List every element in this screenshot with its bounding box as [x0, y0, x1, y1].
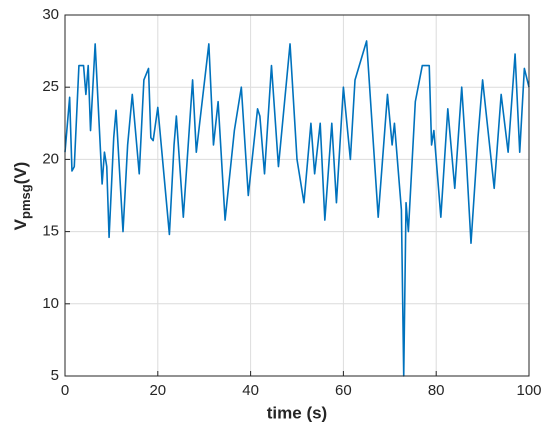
x-tick-label: 80 — [428, 382, 445, 399]
x-tick-label: 0 — [61, 382, 69, 399]
x-tick-label: 20 — [149, 382, 166, 399]
y-tick-label: 20 — [42, 150, 59, 167]
plot-frame — [64, 14, 530, 377]
y-axis-label: Vpmsg(V) — [11, 162, 33, 231]
y-label-unit: (V) — [11, 162, 30, 185]
y-tick-label: 5 — [51, 367, 59, 384]
y-label-main: V — [11, 218, 30, 230]
x-axis-label: time (s) — [267, 403, 327, 422]
x-tick-label: 40 — [242, 382, 259, 399]
y-tick-label: 25 — [42, 78, 59, 95]
y-tick-label: 30 — [42, 6, 59, 23]
x-tick-label: 60 — [335, 382, 352, 399]
y-tick-label: 15 — [42, 223, 59, 240]
x-tick-label: 100 — [516, 382, 541, 399]
y-label-sub: pmsg — [18, 184, 33, 219]
y-tick-label: 10 — [42, 295, 59, 312]
data-line — [64, 40, 530, 377]
